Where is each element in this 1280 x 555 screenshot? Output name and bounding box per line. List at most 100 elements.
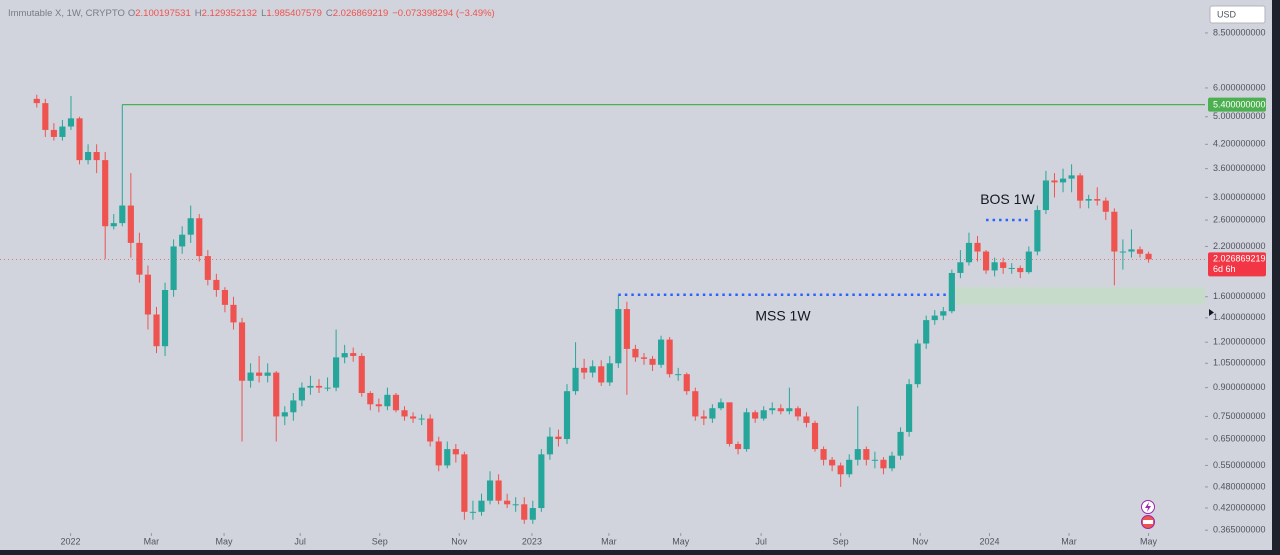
candle-body [1051,180,1058,183]
y-tick-label: 0.480000000 [1213,481,1266,491]
candle-body [837,465,844,475]
y-tick-label: 0.650000000 [1213,433,1266,443]
y-tick-label: 1.600000000 [1213,291,1266,301]
candle-body [392,394,400,411]
candle-body [846,459,853,475]
candle-body [871,459,878,461]
y-tick-label: 1.200000000 [1213,337,1266,347]
candle-body [888,455,896,469]
candle-body [880,459,887,469]
candle-body [307,385,314,388]
candle-body [1111,211,1118,252]
candle-body [777,408,784,412]
candle-body [256,372,263,376]
candle-body [632,348,639,358]
candle-body [803,416,810,423]
candle-body [67,118,75,127]
candle-body [658,339,665,365]
y-tick-label: 5.000000000 [1213,111,1266,121]
candle-body [50,129,57,137]
y-tick-label: 1.050000000 [1213,358,1266,368]
y-tick-label: 4.200000000 [1213,139,1266,149]
candle-body [85,151,92,161]
candle-body [546,436,553,455]
currency-button[interactable] [1209,5,1266,24]
candle-body [863,449,870,460]
scroll-arrow[interactable] [1209,309,1214,316]
candle-body [700,416,707,419]
candle-body [786,408,793,412]
candle-body [221,289,229,305]
candle-body [444,449,451,466]
candle-body [555,436,562,440]
candle-body [42,103,49,130]
candle-body [615,309,622,364]
candle-body [384,394,391,407]
x-tick-label: Nov [451,536,468,546]
candle-body [264,372,271,376]
x-tick-label: 2023 [522,536,542,546]
candle-body [692,391,699,417]
candle-body [854,449,861,460]
candle-body [341,353,348,358]
candle-body [906,384,913,432]
candle-body [461,454,468,512]
x-tick-label: Jul [294,536,306,546]
candle-body [581,367,588,373]
candle-body [144,274,152,315]
candle-body [726,402,733,444]
candle-body [1068,175,1075,179]
candle-body [606,363,613,383]
candle-body [110,223,117,227]
candle-body [375,404,382,407]
x-tick-label: 2022 [61,536,81,546]
ohlc-label: C [326,8,333,19]
candle-body [811,422,819,450]
candle-body [333,357,340,388]
candle-body [948,272,955,312]
candle-body [59,126,66,137]
candle-body [563,391,571,440]
plot-area [0,94,1205,524]
candle-body [1034,210,1041,252]
candle-body [1059,178,1067,183]
candle-body [1085,199,1092,201]
candle-body [435,441,442,466]
candle-body [538,454,545,509]
candle-body [521,504,528,520]
candle-body [187,218,194,235]
currency-label[interactable]: USD [1217,9,1237,19]
candle-body [709,408,716,419]
candle-body [965,242,973,263]
candle-body [495,480,502,501]
candle-body [991,262,998,271]
candle-body [940,311,947,316]
candle-body [820,449,827,460]
zone [956,287,1205,305]
x-tick-label: Jul [755,536,767,546]
candle-body [469,511,477,513]
y-tick-label: 1.400000000 [1213,312,1266,322]
candle-body [649,358,656,365]
candle-body [196,218,203,257]
candle-body [179,234,186,247]
candle-body [752,412,759,419]
candle-body [1102,200,1109,212]
candle-body [273,372,280,417]
candle-body [1145,253,1152,260]
y-tick-label: 8.500000000 [1213,27,1266,37]
candle-body [760,410,767,419]
candle-body [829,459,836,466]
candle-body [230,304,237,323]
level-tag [1208,97,1266,112]
candle-body [623,309,630,349]
candle-body [1077,175,1084,201]
candle-body [572,367,579,392]
candle-body [666,339,673,375]
candle-body [119,205,126,224]
candle-body [675,374,682,376]
price-tag-label: 2.026869219 [1213,253,1266,263]
candle-body [281,412,288,417]
